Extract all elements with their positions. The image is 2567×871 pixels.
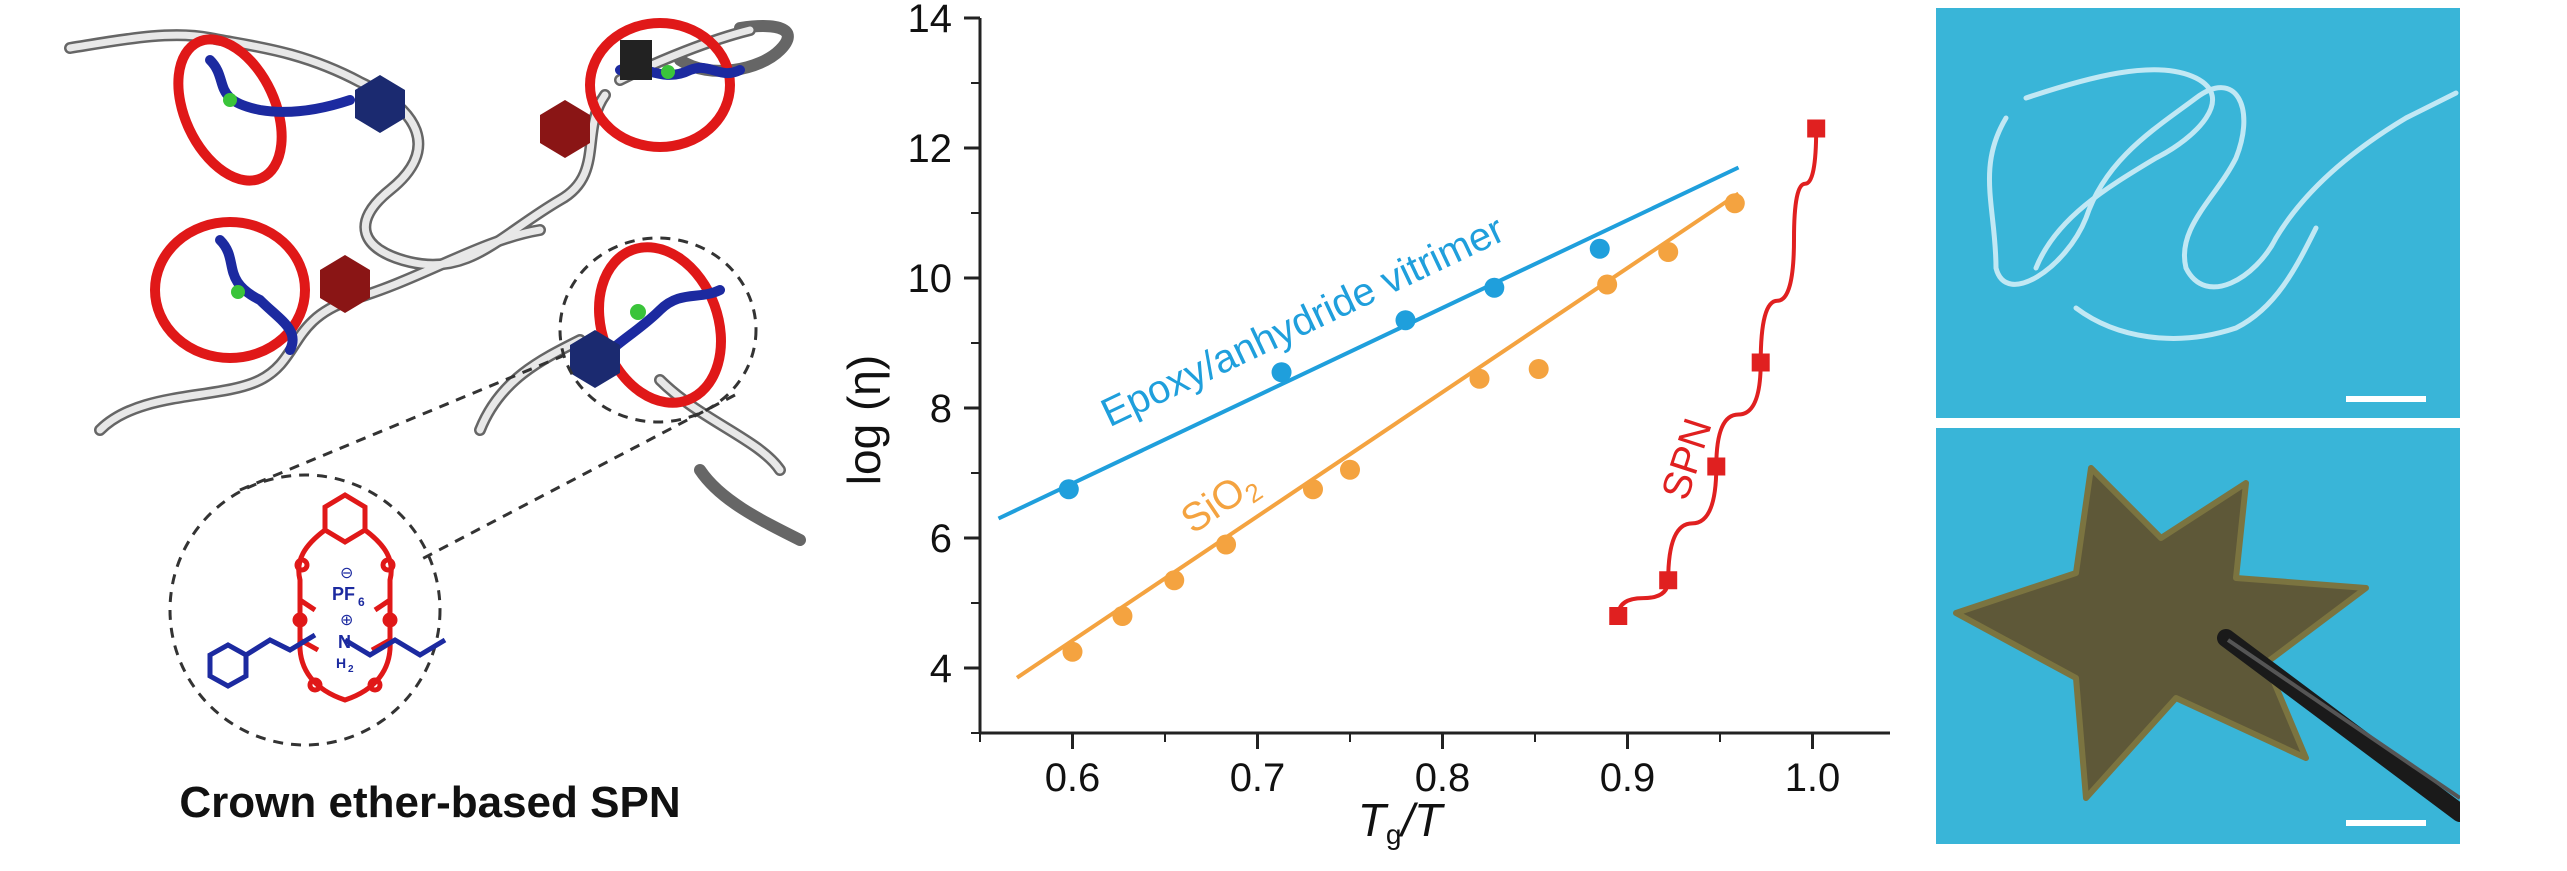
y-tick-label: 6 — [930, 517, 952, 561]
ammonium-site-2 — [661, 65, 675, 79]
x-tick-label: 0.9 — [1600, 756, 1656, 800]
data-point-spn — [1609, 607, 1628, 625]
data-point-1 — [1658, 242, 1679, 262]
data-point-0 — [1484, 277, 1505, 298]
sample-photos — [1936, 8, 2460, 844]
ammonium-sites — [223, 65, 675, 320]
molecular-illustration: PF 6 ⊖ ⊕ N H 2 Crown ether-based SPN — [60, 0, 820, 866]
cation-charge: ⊕ — [340, 612, 353, 629]
series-label-epoxy: Epoxy/anhydride vitrimer — [1095, 207, 1512, 435]
chemical-structure: PF 6 ⊖ ⊕ N H 2 — [207, 492, 447, 703]
crown-ring-2 — [585, 18, 735, 152]
scale-bar-top — [2346, 396, 2426, 402]
anion-label: PF — [332, 584, 355, 604]
y-tick-label: 10 — [908, 257, 953, 301]
y-tick-label: 12 — [908, 127, 953, 171]
ammonium-site-4 — [630, 304, 646, 320]
ammonium-site-1 — [223, 93, 237, 107]
illustration-caption: Crown ether-based SPN — [179, 778, 681, 827]
data-point-spn — [1807, 119, 1826, 138]
x-tick-label: 1.0 — [1785, 756, 1841, 800]
x-tick-label: 0.8 — [1415, 756, 1471, 800]
polymer-network-drawing: PF 6 ⊖ ⊕ N H 2 — [64, 18, 806, 747]
data-point-1 — [1062, 641, 1083, 662]
fit-line-1 — [1015, 191, 1740, 680]
data-point-1 — [1216, 534, 1237, 555]
data-point-1 — [1469, 368, 1490, 389]
x-axis-label-main: T — [1358, 794, 1389, 846]
data-point-1 — [1340, 459, 1360, 480]
cation-h-label: H — [336, 655, 346, 671]
star-film-photo — [1936, 428, 2460, 844]
data-point-1 — [1528, 359, 1549, 379]
x-tick-label: 0.6 — [1045, 756, 1101, 800]
data-point-spn — [1707, 457, 1726, 476]
data-point-0 — [1058, 479, 1079, 500]
ammonium-site-3 — [231, 285, 245, 299]
zoom-line-2 — [419, 393, 736, 562]
x-axis-label: Tg/T — [1358, 794, 1445, 850]
x-axis-label-tail: /T — [1398, 794, 1445, 846]
cation-label: N — [338, 632, 351, 652]
zoom-detail-circle — [168, 473, 442, 747]
data-point-1 — [1724, 193, 1745, 214]
anion-charge: ⊖ — [340, 565, 353, 582]
crown-ring-1 — [173, 34, 287, 186]
zoom-line-1 — [234, 353, 566, 494]
cation-subscript: 2 — [348, 664, 354, 675]
scale-bar-bottom — [2346, 820, 2426, 826]
stopper-blue-2 — [570, 330, 620, 388]
stopper-red-1 — [540, 100, 590, 158]
data-point-1 — [1303, 479, 1323, 500]
stopper-red-2 — [320, 255, 370, 313]
data-points — [1058, 119, 1826, 662]
zoom-source-circle — [558, 236, 758, 424]
y-tick-label: 14 — [908, 0, 953, 41]
data-point-0 — [1589, 238, 1610, 259]
star-film — [1953, 465, 2369, 801]
fit-line-0 — [997, 165, 1740, 521]
tweezers-highlight — [2226, 638, 2460, 800]
data-point-1 — [1164, 570, 1185, 591]
axle-threads — [205, 55, 745, 365]
fit-line-2 — [1616, 128, 1819, 617]
viscosity-chart: 0.6 0.7 0.8 0.9 1.0 4 6 8 10 12 14 Epoxy/anhydride… — [830, 0, 1906, 866]
transparent-film-photo — [1936, 8, 2460, 418]
y-tick-label: 4 — [930, 647, 952, 691]
y-axis-label: log (η) — [838, 355, 890, 485]
chart-axes: 0.6 0.7 0.8 0.9 1.0 4 6 8 10 12 14 — [908, 0, 1906, 800]
chart-svg: 0.6 0.7 0.8 0.9 1.0 4 6 8 10 12 14 Epoxy/anhydride… — [838, 0, 1906, 850]
zoom-callout — [168, 236, 758, 747]
y-tick-label: 8 — [930, 387, 952, 431]
crown-ring-3 — [150, 217, 310, 363]
data-point-1 — [1597, 274, 1618, 295]
x-axis-label-sub: g — [1386, 819, 1402, 850]
crown-ether-structure — [292, 492, 398, 703]
ammonium-axle-structure — [207, 632, 447, 689]
stoppers — [320, 40, 652, 388]
crown-ether-rings — [150, 18, 735, 408]
data-point-spn — [1751, 353, 1770, 372]
transparent-film-drawing — [1987, 67, 2459, 341]
data-point-0 — [1395, 310, 1416, 331]
data-point-spn — [1659, 571, 1678, 590]
data-point-0 — [1271, 362, 1292, 383]
star-film-drawing — [1953, 465, 2460, 822]
x-tick-label: 0.7 — [1230, 756, 1286, 800]
anion-subscript: 6 — [358, 595, 365, 609]
stopper-blue-1 — [355, 75, 405, 133]
data-point-1 — [1112, 606, 1133, 626]
series-label-sio2: SiO2 — [1173, 460, 1268, 546]
stopper-black-1 — [620, 40, 652, 80]
